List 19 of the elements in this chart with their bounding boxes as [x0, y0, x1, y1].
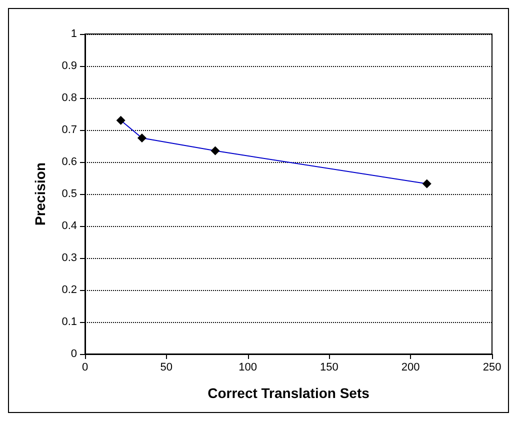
y-tick-label: 0.3	[62, 252, 77, 264]
x-tick-label: 250	[482, 362, 502, 374]
y-tick-label: 0.1	[62, 316, 77, 328]
y-tick-label: 0.8	[62, 92, 77, 104]
y-tick-label: 1	[70, 28, 77, 40]
y-tick-label: 0.5	[62, 188, 77, 200]
y-tick-label: 0.6	[62, 156, 77, 168]
y-tick-label: 0.9	[62, 60, 77, 72]
y-tick-label: 0.2	[62, 284, 77, 296]
x-tick-label: 0	[82, 362, 88, 374]
x-tick-label: 200	[401, 362, 420, 374]
x-tick-label: 100	[238, 362, 257, 374]
y-axis-title: Precision	[32, 162, 48, 226]
x-tick-label: 150	[320, 362, 338, 374]
y-tick-label: 0.4	[62, 220, 77, 232]
y-tick-label: 0.7	[62, 124, 77, 136]
x-tick-label: 50	[160, 362, 173, 374]
x-axis-title: Correct Translation Sets	[208, 385, 370, 401]
y-tick-label: 0	[70, 348, 77, 360]
